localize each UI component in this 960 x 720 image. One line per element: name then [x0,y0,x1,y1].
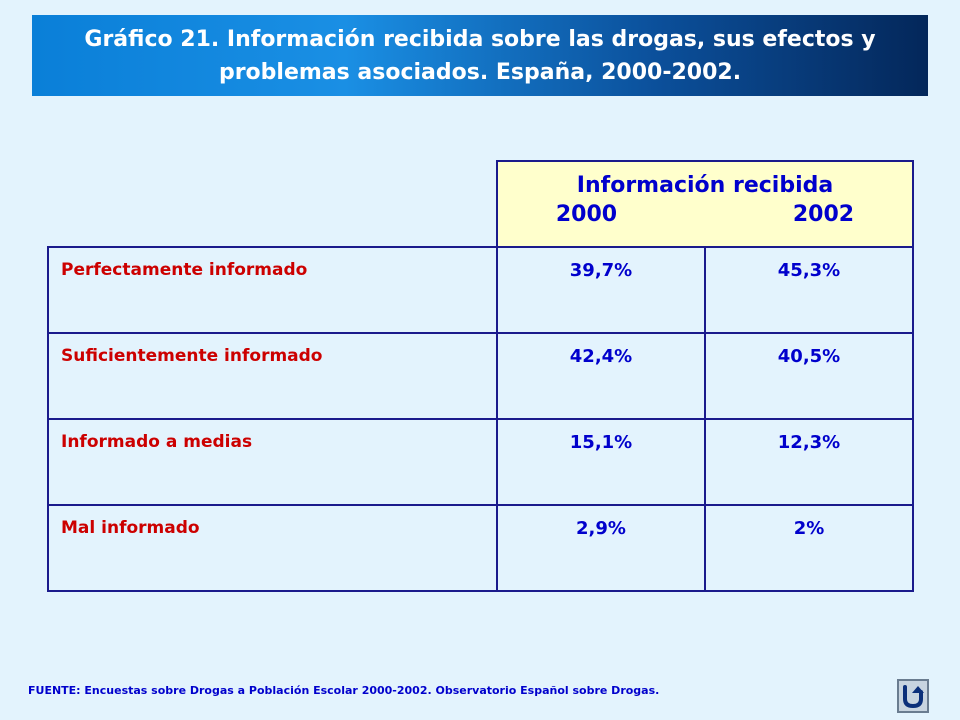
year-header-2002: 2002 [792,202,855,227]
value-2000: 2,9% [496,504,706,592]
year-header-2000: 2000 [555,202,618,227]
return-button[interactable] [897,679,929,713]
value-2002: 12,3% [704,418,914,506]
table-row: Mal informado 2,9% 2% [47,504,914,592]
table-row: Suficientemente informado 42,4% 40,5% [47,332,914,420]
value-2000: 15,1% [496,418,706,506]
page-title: Gráfico 21. Información recibida sobre l… [84,26,876,85]
value-2000: 42,4% [496,332,706,420]
group-header-title: Información recibida [576,173,834,198]
value-2002: 45,3% [704,246,914,334]
source-note: FUENTE: Encuestas sobre Drogas a Poblaci… [28,684,660,697]
value-2002: 40,5% [704,332,914,420]
row-label: Perfectamente informado [47,246,498,334]
return-arrow-icon [903,685,924,709]
table-row: Perfectamente informado 39,7% 45,3% [47,246,914,334]
title-banner: Gráfico 21. Información recibida sobre l… [32,15,928,96]
data-table: Información recibida 2000 2002 Perfectam… [47,160,914,592]
table-row: Informado a medias 15,1% 12,3% [47,418,914,506]
value-2002: 2% [704,504,914,592]
table-header-row: Información recibida 2000 2002 [48,160,914,247]
empty-corner-cell [48,161,497,247]
row-label: Mal informado [47,504,498,592]
group-header-cell: Información recibida 2000 2002 [496,160,914,247]
row-label: Informado a medias [47,418,498,506]
value-2000: 39,7% [496,246,706,334]
year-headers: 2000 2002 [498,202,912,227]
row-label: Suficientemente informado [47,332,498,420]
